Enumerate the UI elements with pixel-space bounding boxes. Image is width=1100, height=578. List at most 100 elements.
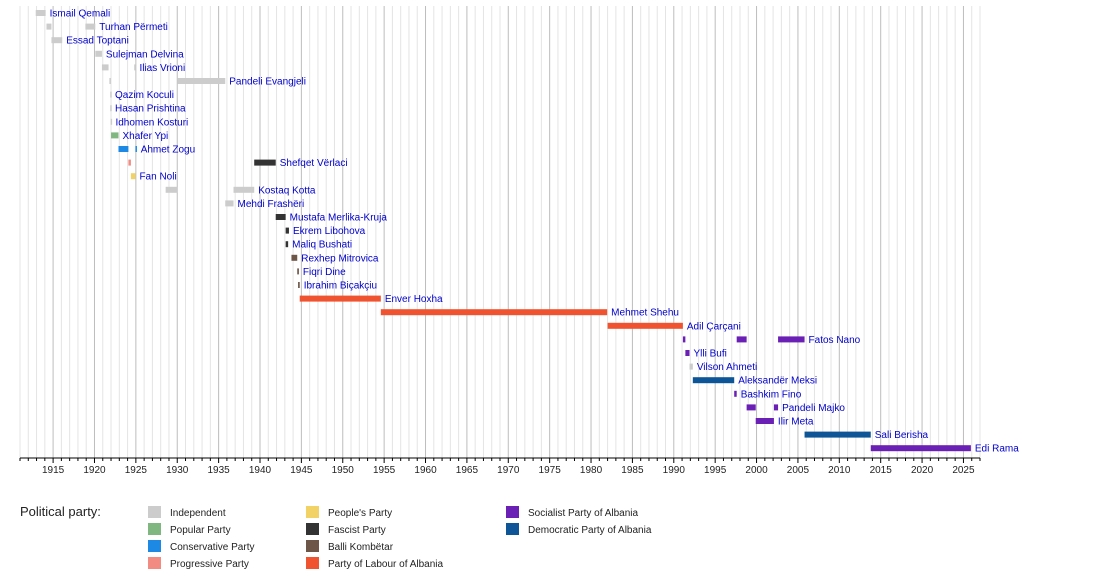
x-axis: 1915 1920 1925 1930 1935 1940 1945 1950 1955 1960… <box>19 457 981 476</box>
x-tick-label-1945: 1945 <box>290 465 313 476</box>
legend-label-ppl: People's Party <box>328 508 392 519</box>
name-label-5: Pandeli Evangjeli <box>229 77 306 88</box>
term-bar-3-0 <box>95 50 102 57</box>
name-label-28: Bashkim Fino <box>741 389 802 400</box>
name-label-19: Fiqri Dine <box>303 267 346 278</box>
name-label-29: Pandeli Majko <box>782 403 845 414</box>
term-bar-9-0 <box>111 132 119 139</box>
name-label-30: Ilir Meta <box>778 417 814 428</box>
term-bar-31-0 <box>804 431 871 438</box>
term-bar-26-0 <box>689 363 693 370</box>
term-bar-1-0 <box>46 23 52 30</box>
name-label-27: Aleksandër Meksi <box>738 376 817 387</box>
term-bar-27-0 <box>692 377 735 384</box>
term-bar-30-0 <box>755 418 774 424</box>
term-bar-14-0 <box>225 200 234 207</box>
name-label-7: Hasan Prishtina <box>115 104 186 115</box>
legend-label-con: Conservative Party <box>170 542 254 553</box>
x-tick-label-1935: 1935 <box>207 465 230 476</box>
x-tick-label-2000: 2000 <box>745 465 768 476</box>
term-bar-10-0 <box>118 146 129 152</box>
legend-label-spa: Socialist Party of Albania <box>528 508 638 519</box>
name-label-21: Enver Hoxha <box>385 294 443 305</box>
name-labels: Ismail Qemali Turhan Përmeti Essad Toptani… <box>50 9 1020 455</box>
name-label-8: Idhomen Kosturi <box>115 117 188 128</box>
name-label-10: Ahmet Zogu <box>141 145 195 156</box>
legend-label-pla: Party of Labour of Albania <box>328 559 444 570</box>
term-bar-16-0 <box>285 227 289 234</box>
term-bar-13-1 <box>233 186 255 193</box>
name-label-9: Xhafer Ypi <box>122 131 168 142</box>
name-label-32: Edi Rama <box>975 444 1019 455</box>
term-bar-29-1 <box>773 404 779 411</box>
term-bar-7-0 <box>110 105 112 112</box>
x-tick-label-1965: 1965 <box>456 465 479 476</box>
legend-label-fas: Fascist Party <box>328 525 386 536</box>
x-tick-label-1915: 1915 <box>42 465 65 476</box>
term-bar-20-0 <box>298 282 300 288</box>
term-bar-10-1 <box>135 146 137 152</box>
legend-swatch-dpa <box>506 523 519 535</box>
legend-swatch-prg <box>148 557 161 569</box>
x-tick-label-2025: 2025 <box>952 465 975 476</box>
name-label-6: Qazim Koculi <box>115 90 174 101</box>
name-label-17: Maliq Bushati <box>292 240 352 251</box>
x-tick-label-1940: 1940 <box>249 465 272 476</box>
legend-swatch-bal <box>306 540 319 552</box>
term-bar-11-0 <box>128 159 131 166</box>
year-grid <box>19 6 981 458</box>
term-bar-21-0 <box>299 295 381 302</box>
x-tick-label-2015: 2015 <box>870 465 893 476</box>
name-label-22: Mehmet Shehu <box>611 308 679 319</box>
name-label-12: Fan Noli <box>139 172 176 183</box>
term-bar-19-0 <box>297 268 299 275</box>
term-bar-23-0 <box>607 322 683 329</box>
name-label-4: Ilias Vrioni <box>139 63 185 74</box>
name-label-23: Adil Çarçani <box>687 321 741 332</box>
x-tick-label-1950: 1950 <box>332 465 355 476</box>
term-bar-28-0 <box>734 390 737 397</box>
legend-label-bal: Balli Kombëtar <box>328 542 394 553</box>
term-bar-5-1 <box>177 78 226 84</box>
legend-swatch-con <box>148 540 161 552</box>
legend-swatch-pop <box>148 523 161 535</box>
name-label-20: Ibrahim Biçakçiu <box>304 281 377 292</box>
x-tick-label-2005: 2005 <box>787 465 810 476</box>
name-label-15: Mustafa Merlika-Kruja <box>290 213 388 224</box>
term-bar-25-0 <box>685 350 690 356</box>
x-tick-label-1930: 1930 <box>166 465 189 476</box>
term-bar-18-0 <box>291 254 298 261</box>
term-bar-24-0 <box>682 336 686 343</box>
legend-swatch-ppl <box>306 506 319 518</box>
term-bar-11-1 <box>254 159 276 166</box>
x-tick-label-1995: 1995 <box>704 465 727 476</box>
name-label-24: Fatos Nano <box>809 335 861 346</box>
legend-title: Political party: <box>20 504 101 519</box>
x-tick-label-1980: 1980 <box>580 465 603 476</box>
legend-swatch-fas <box>306 523 319 535</box>
x-tick-label-1985: 1985 <box>621 465 644 476</box>
name-label-16: Ekrem Libohova <box>293 226 366 237</box>
x-tick-label-1975: 1975 <box>539 465 562 476</box>
legend: Political party: Independent Popular Part… <box>20 504 652 570</box>
legend-swatch-ind <box>148 506 161 518</box>
x-tick-label-2010: 2010 <box>828 465 851 476</box>
legend-label-prg: Progressive Party <box>170 559 249 570</box>
x-tick-label-1960: 1960 <box>414 465 437 476</box>
term-bar-12-0 <box>130 173 136 180</box>
x-tick-label-1955: 1955 <box>373 465 396 476</box>
term-bar-0-0 <box>35 10 46 16</box>
x-tick-label-1925: 1925 <box>125 465 148 476</box>
x-tick-label-1990: 1990 <box>663 465 686 476</box>
name-label-2: Essad Toptani <box>66 36 129 47</box>
term-bar-32-0 <box>870 445 971 452</box>
term-bar-22-0 <box>380 309 608 316</box>
term-bars <box>35 10 971 452</box>
x-tick-label-1970: 1970 <box>497 465 520 476</box>
name-label-1: Turhan Përmeti <box>99 22 168 33</box>
legend-label-pop: Popular Party <box>170 525 231 536</box>
name-label-25: Ylli Bufi <box>694 349 727 360</box>
name-label-0: Ismail Qemali <box>50 9 111 20</box>
x-tick-label-2020: 2020 <box>911 465 934 476</box>
term-bar-8-0 <box>110 118 113 125</box>
